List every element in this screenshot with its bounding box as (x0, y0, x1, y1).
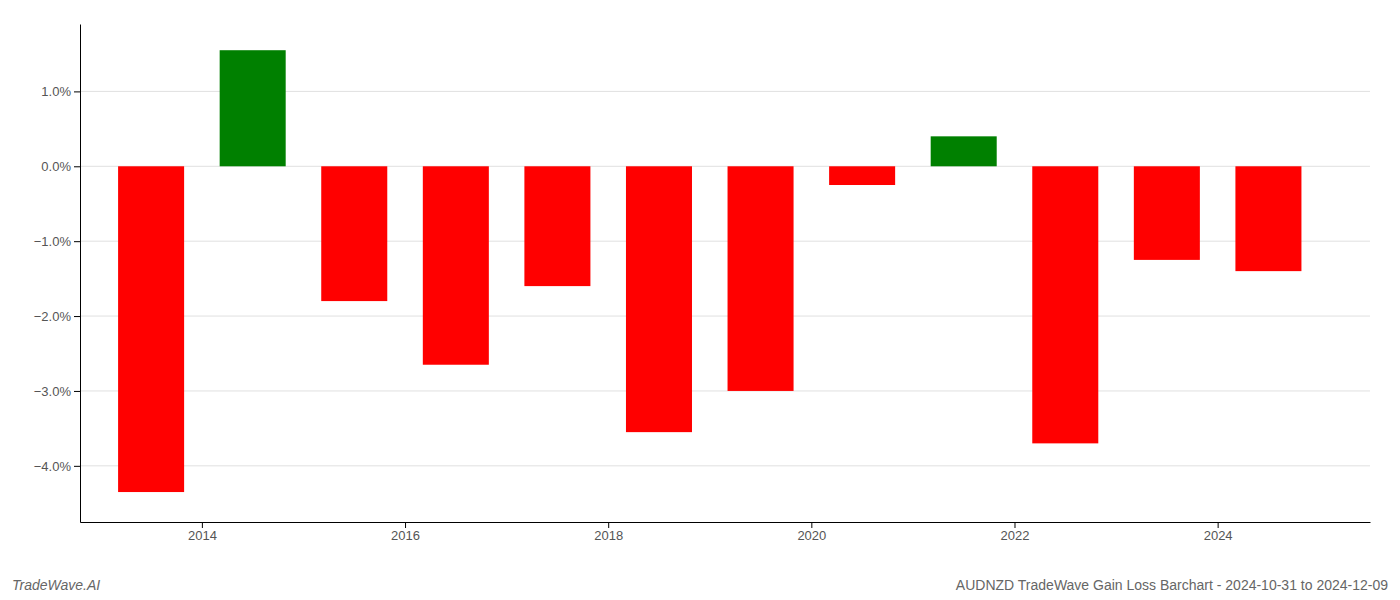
y-axis-line (80, 25, 81, 523)
footer: TradeWave.AI AUDNZD TradeWave Gain Loss B… (12, 577, 1388, 593)
x-tick: 2014 (188, 522, 217, 543)
x-tick-mark (1218, 522, 1219, 528)
x-tick-label: 2014 (188, 528, 217, 543)
y-tick-mark (74, 466, 80, 467)
bar (931, 136, 997, 166)
y-tick: −3.0% (34, 384, 80, 399)
y-tick: 1.0% (41, 84, 80, 99)
x-tick-label: 2018 (594, 528, 623, 543)
bar (118, 166, 184, 492)
x-tick-mark (608, 522, 609, 528)
y-tick-label: −1.0% (34, 234, 72, 249)
y-tick-label: −4.0% (34, 458, 72, 473)
bars (118, 50, 1301, 492)
x-tick-label: 2020 (797, 528, 826, 543)
y-tick-label: −3.0% (34, 384, 72, 399)
y-axis: −4.0% −3.0% −2.0% −1.0% 0.0% 1.0% (34, 25, 81, 523)
y-tick-label: −2.0% (34, 309, 72, 324)
y-tick: −2.0% (34, 309, 80, 324)
y-tick-mark (74, 391, 80, 392)
bar (1134, 166, 1200, 260)
bar (524, 166, 590, 286)
bar (728, 166, 794, 391)
y-tick-label: 0.0% (41, 159, 71, 174)
bar (423, 166, 489, 364)
bar (1032, 166, 1098, 443)
chart: 201420162018202020222024−4.0%−3.0%−2.0%−… (0, 0, 1400, 600)
bar (626, 166, 692, 432)
x-tick-mark (405, 522, 406, 528)
title: AUDNZD TradeWave Gain Loss Barchart - 20… (956, 577, 1388, 593)
bar (1235, 166, 1301, 271)
x-tick-mark (1014, 522, 1015, 528)
y-tick-mark (74, 91, 80, 92)
x-axis-line (81, 522, 1371, 523)
bar (220, 50, 286, 166)
x-tick: 2022 (1001, 522, 1030, 543)
y-tick-mark (74, 316, 80, 317)
y-tick-mark (74, 166, 80, 167)
grid-line (80, 390, 1370, 391)
y-tick-label: 1.0% (41, 84, 71, 99)
x-tick-mark (811, 522, 812, 528)
y-tick-mark (74, 241, 80, 242)
grid-line (80, 465, 1370, 466)
y-tick: −1.0% (34, 234, 80, 249)
x-tick-mark (202, 522, 203, 528)
x-tick: 2024 (1204, 522, 1233, 543)
grid-line (80, 316, 1370, 317)
watermark: TradeWave.AI (12, 577, 100, 593)
y-tick: −4.0% (34, 458, 80, 473)
x-tick-label: 2024 (1204, 528, 1233, 543)
x-tick: 2018 (594, 522, 623, 543)
x-tick-label: 2016 (391, 528, 420, 543)
bar (829, 166, 895, 185)
x-tick-label: 2022 (1001, 528, 1030, 543)
x-tick: 2016 (391, 522, 420, 543)
x-axis: 2014 2016 2018 2020 2022 2024 (81, 522, 1371, 543)
x-tick: 2020 (797, 522, 826, 543)
y-tick: 0.0% (41, 159, 80, 174)
bar (321, 166, 387, 301)
